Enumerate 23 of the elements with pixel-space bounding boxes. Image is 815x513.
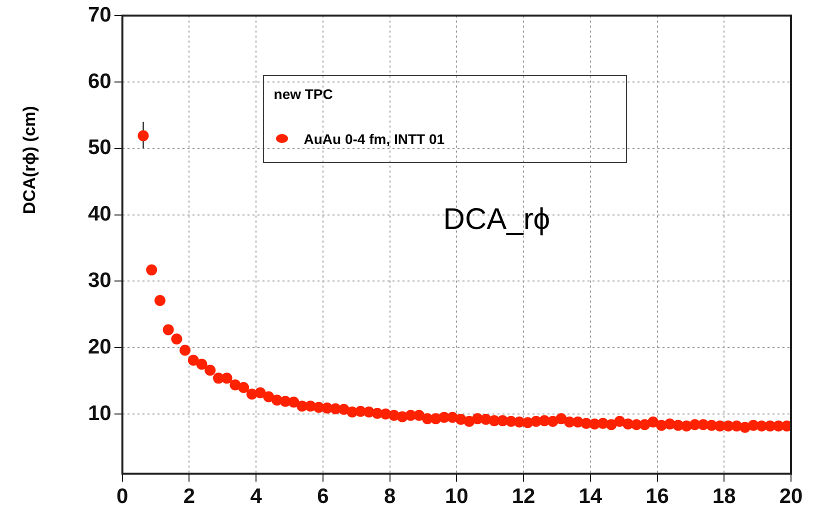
- y-tick-label: 30: [88, 269, 112, 292]
- y-tick-label: 50: [88, 136, 112, 160]
- x-tick-label: 16: [646, 485, 669, 508]
- x-tick-label: 4: [250, 485, 262, 508]
- x-tick-label: 14: [578, 485, 602, 508]
- y-tick-label: 40: [88, 202, 112, 226]
- x-tick-label: 18: [712, 485, 736, 508]
- y-tick-label: 20: [88, 335, 112, 358]
- y-tick-label: 10: [88, 402, 112, 425]
- x-tick-label: 12: [512, 485, 536, 508]
- x-tick-label: 10: [445, 485, 468, 508]
- legend-panel: new TPC AuAu 0-4 fm, INTT 01: [262, 75, 627, 164]
- x-tick-label: 2: [183, 485, 196, 508]
- annotation: DCA_rϕ: [443, 203, 550, 238]
- y-tick-label: 60: [88, 70, 112, 93]
- x-tick-label: 0: [116, 485, 128, 508]
- legend-title: new TPC: [274, 86, 333, 102]
- legend-label: AuAu 0-4 fm, INTT 01: [304, 131, 445, 148]
- x-tick-label: 8: [384, 485, 396, 508]
- y-tick-label: 70: [88, 3, 112, 26]
- x-tick-label: 20: [779, 485, 803, 508]
- x-tick-label: 6: [317, 485, 329, 508]
- y-axis-title: DCA(rϕ) (cm): [20, 104, 40, 216]
